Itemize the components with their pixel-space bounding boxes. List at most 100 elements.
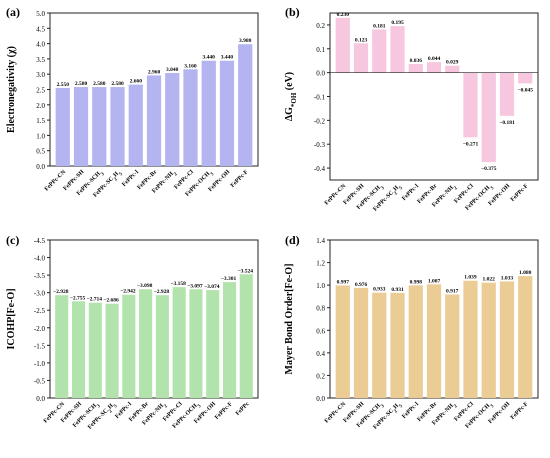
- bar: [206, 290, 220, 398]
- y-tick-label: -0.5: [34, 377, 46, 385]
- y-tick-label: 1.5: [36, 117, 45, 125]
- y-tick-label: 4.5: [36, 25, 45, 33]
- panel-label: (c): [6, 233, 19, 247]
- y-tick-label: 0.5: [36, 148, 45, 156]
- bar: [139, 289, 153, 398]
- panel-label: (b): [285, 5, 300, 19]
- plot-frame: [49, 239, 259, 399]
- y-tick-label: -0.4: [314, 165, 326, 173]
- data-label: 3.440: [221, 55, 234, 61]
- bar: [408, 64, 423, 73]
- y-tick-label: 2.0: [36, 102, 45, 110]
- bar: [463, 280, 478, 398]
- y-tick-label: 0.1: [316, 46, 325, 54]
- data-label: −3.074: [204, 284, 220, 290]
- data-label: −3.301: [221, 276, 237, 282]
- x-tick-label: FePPc-F: [214, 401, 234, 421]
- data-label: −2.755: [70, 295, 86, 301]
- bar: [105, 303, 119, 398]
- y-axis-label: Electronegativity (χ): [6, 46, 17, 133]
- data-label: −3.097: [187, 283, 203, 289]
- bar: [463, 72, 478, 138]
- data-label: −2.928: [53, 289, 69, 295]
- y-tick-label: 1.2: [316, 260, 325, 268]
- y-tick-label: 1.0: [316, 282, 325, 290]
- data-label: −0.271: [463, 141, 479, 147]
- y-tick-label: 0.0: [316, 395, 325, 403]
- bar: [128, 84, 143, 166]
- data-label: −0.045: [517, 87, 533, 93]
- y-tick-label: -4.0: [34, 255, 46, 263]
- bar: [189, 289, 203, 398]
- bar: [183, 69, 198, 166]
- data-label: 2.580: [111, 81, 124, 87]
- y-tick-label: -2.5: [34, 307, 46, 315]
- bar: [335, 285, 350, 398]
- data-label: −2.714: [87, 297, 103, 303]
- y-axis-label: ΔG*OH (eV): [284, 72, 298, 121]
- y-tick-label: 0.0: [36, 395, 45, 403]
- y-tick-label: -1.0: [34, 360, 46, 368]
- data-label: −2.942: [120, 289, 136, 295]
- y-tick-label: 0.2: [316, 372, 325, 380]
- data-label: −3.098: [137, 283, 153, 289]
- bar: [122, 294, 136, 398]
- data-label: −2.928: [154, 289, 170, 295]
- y-tick-label: -0.1: [314, 94, 326, 102]
- x-tick-label: FePPc-F: [510, 183, 530, 203]
- data-label: 0.933: [373, 287, 386, 293]
- bar: [426, 62, 442, 73]
- y-tick-label: -2.0: [34, 325, 46, 333]
- data-label: 3.440: [203, 55, 216, 61]
- data-label: −2.686: [103, 298, 119, 304]
- data-label: 0.181: [373, 23, 386, 29]
- bar: [481, 72, 496, 163]
- data-label: −3.158: [170, 281, 186, 287]
- bar: [518, 72, 533, 84]
- data-label: −0.181: [499, 120, 515, 126]
- bar: [499, 281, 515, 398]
- x-tick-label: FePPc-F: [510, 401, 530, 421]
- bar: [172, 287, 186, 398]
- bar: [88, 302, 102, 398]
- bar: [390, 292, 405, 398]
- y-tick-label: -4.5: [34, 237, 46, 245]
- chart-panel-c: (c) 0.0 -0.5 -1.0 -1.5 -2.0 -2.5 -3.0 -3.5 -4.0 -4…: [6, 233, 259, 432]
- panel-label: (d): [285, 233, 300, 247]
- data-label: 3.040: [166, 67, 179, 73]
- bar: [518, 276, 533, 398]
- y-tick-label: 4.0: [36, 41, 45, 49]
- y-tick-label: 0.2: [316, 22, 325, 30]
- bar: [55, 295, 69, 398]
- y-tick-label: 3.5: [36, 56, 45, 64]
- data-label: 2.580: [93, 81, 106, 87]
- data-label: 3.980: [239, 38, 252, 44]
- bar: [372, 29, 387, 73]
- y-tick-label: -3.0: [34, 290, 46, 298]
- data-label: 0.998: [410, 279, 423, 285]
- bar: [155, 295, 169, 398]
- data-label: 1.039: [464, 275, 477, 281]
- y-tick-label: 0.4: [316, 350, 325, 358]
- data-label: 0.931: [391, 287, 404, 293]
- bar: [353, 43, 369, 73]
- bar: [390, 26, 405, 73]
- bar: [92, 87, 107, 166]
- y-tick-label: -3.5: [34, 272, 46, 280]
- x-tick-label: FePPc: [235, 401, 251, 417]
- y-tick-label: 2.5: [36, 87, 45, 95]
- bar: [165, 72, 180, 166]
- bar: [239, 274, 253, 398]
- bar: [55, 87, 70, 166]
- bar: [201, 60, 216, 166]
- y-tick-label: -1.5: [34, 342, 46, 350]
- bar: [219, 60, 235, 166]
- data-label: 0.997: [337, 279, 350, 285]
- bar: [110, 87, 125, 166]
- data-label: 0.917: [446, 289, 459, 295]
- data-label: 1.080: [519, 270, 532, 276]
- bar: [499, 72, 515, 116]
- bar: [426, 284, 442, 398]
- bar: [408, 285, 423, 398]
